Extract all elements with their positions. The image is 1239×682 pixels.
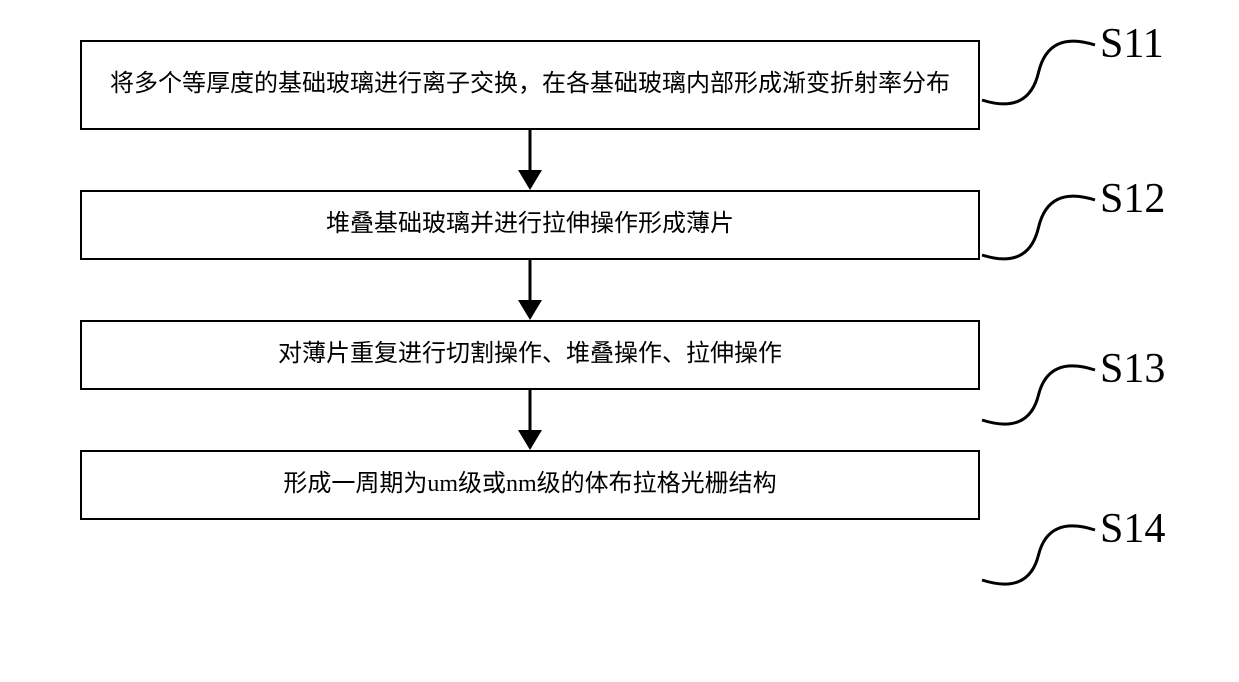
step-label-s12: S12 xyxy=(1100,175,1165,223)
connector-curve xyxy=(982,196,1095,259)
arrow-wrap xyxy=(80,390,980,450)
step-label-s13: S13 xyxy=(1100,345,1165,393)
connector-curve xyxy=(982,41,1095,104)
step-box-s11: 将多个等厚度的基础玻璃进行离子交换，在各基础玻璃内部形成渐变折射率分布 xyxy=(80,40,980,130)
arrow-down-icon xyxy=(510,260,550,320)
arrow-down-icon xyxy=(510,390,550,450)
arrow-wrap xyxy=(80,260,980,320)
step-label-s11: S11 xyxy=(1100,20,1164,68)
arrow-down-icon xyxy=(510,130,550,190)
step-text: 形成一周期为um级或nm级的体布拉格光栅结构 xyxy=(283,468,776,502)
step-label-s14: S14 xyxy=(1100,505,1165,553)
step-text: 将多个等厚度的基础玻璃进行离子交换，在各基础玻璃内部形成渐变折射率分布 xyxy=(110,68,950,102)
connector-curve xyxy=(982,366,1095,424)
step-text: 堆叠基础玻璃并进行拉伸操作形成薄片 xyxy=(326,208,734,242)
step-box-s12: 堆叠基础玻璃并进行拉伸操作形成薄片 xyxy=(80,190,980,260)
connector-curve xyxy=(982,526,1095,584)
step-box-s14: 形成一周期为um级或nm级的体布拉格光栅结构 xyxy=(80,450,980,520)
arrow-wrap xyxy=(80,130,980,190)
step-text: 对薄片重复进行切割操作、堆叠操作、拉伸操作 xyxy=(278,338,782,372)
step-box-s13: 对薄片重复进行切割操作、堆叠操作、拉伸操作 xyxy=(80,320,980,390)
